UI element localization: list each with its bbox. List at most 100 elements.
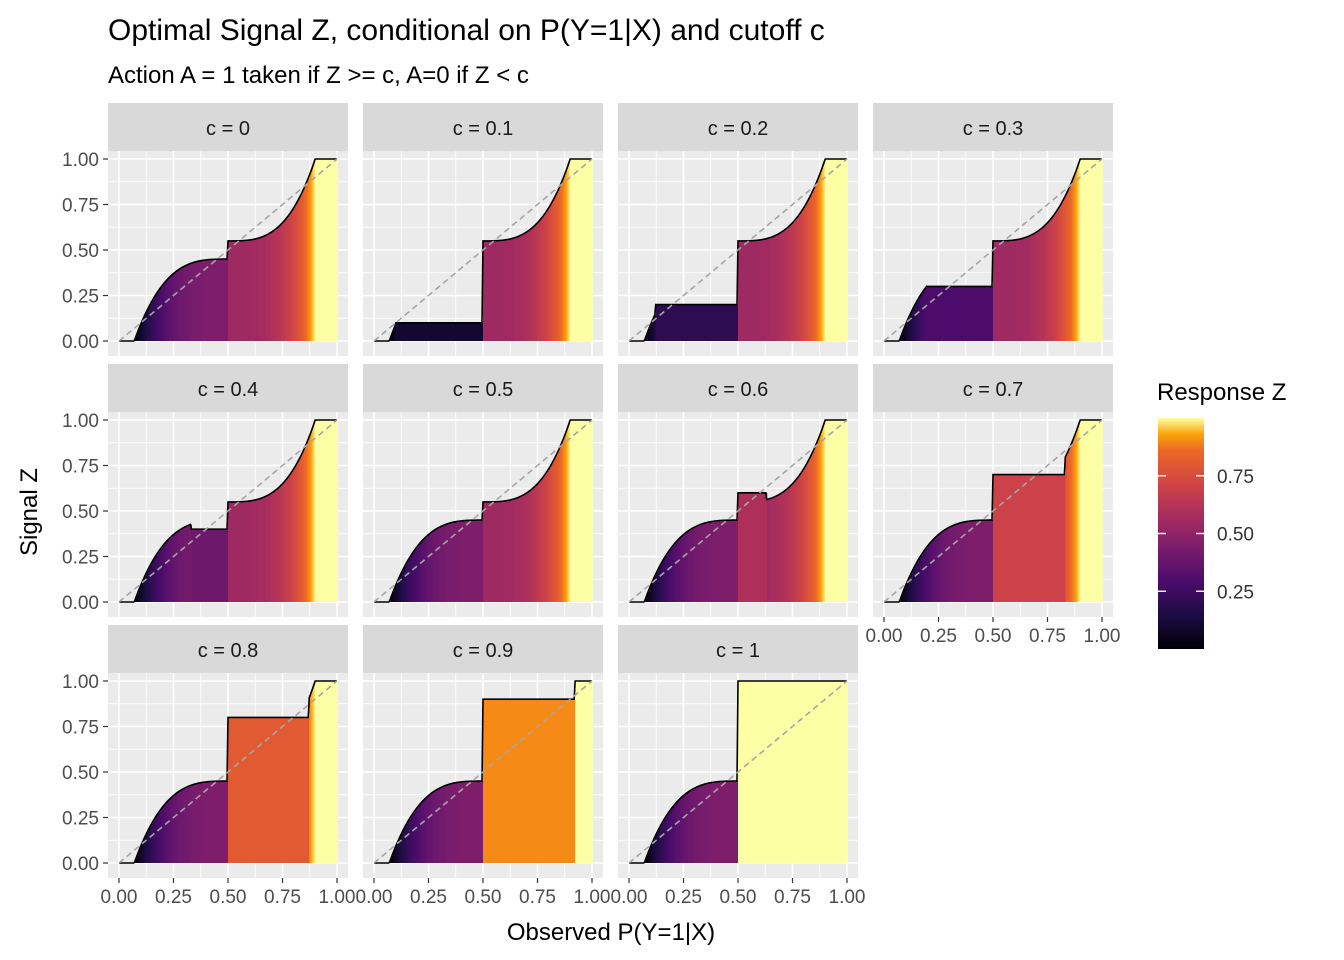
response-fill [1041,474,1044,602]
response-fill [807,681,809,863]
response-fill [582,681,584,863]
response-fill [320,681,322,863]
response-fill [161,808,164,863]
response-fill [215,781,217,863]
response-fill [461,781,463,863]
response-fill [173,795,176,863]
response-fill [511,699,514,863]
response-fill [409,818,412,863]
response-fill [537,483,540,602]
response-fill [134,600,137,602]
response-fill [408,820,411,863]
response-fill [827,681,829,863]
response-fill [752,240,755,341]
response-fill [772,236,775,341]
response-fill [744,492,747,602]
response-fill [327,159,329,341]
response-fill [306,443,308,602]
response-fill [481,322,483,341]
identity-line [118,680,338,864]
response-fill [839,420,841,602]
response-fill [960,522,962,602]
response-fill [1101,159,1103,341]
response-fill [232,501,235,602]
response-fill [486,240,489,341]
response-fill [539,699,542,863]
response-fill [543,476,546,602]
response-fill [580,681,582,863]
response-fill [415,809,418,863]
facet-panel: c = 0.5 [363,364,603,617]
response-fill [790,681,793,863]
response-fill [202,260,204,341]
response-fill [728,304,730,341]
response-fill [718,520,720,602]
response-fill [946,286,949,341]
response-fill [409,322,412,341]
response-fill [517,497,520,602]
response-fill [538,699,541,863]
response-fill [500,240,503,341]
response-fill [419,804,422,863]
response-fill [537,222,540,341]
response-fill [921,293,924,341]
response-fill [1064,474,1066,602]
response-fill [1052,216,1055,341]
response-fill [148,567,151,602]
response-fill [466,322,468,341]
response-fill [165,803,168,863]
response-fill [801,681,804,863]
response-fill [825,681,827,863]
response-fill [756,681,759,863]
response-fill [304,717,306,863]
response-fill [520,496,523,602]
response-fill [475,322,477,341]
response-fill [763,239,766,341]
response-fill [475,520,477,602]
response-fill [175,532,178,602]
response-fill [945,529,948,602]
response-fill [138,850,141,863]
response-fill [165,542,168,602]
response-fill [1099,420,1101,602]
response-fill [425,537,428,602]
response-fill [806,203,808,341]
response-fill [717,781,719,863]
response-fill [845,420,847,602]
response-fill [1021,238,1024,341]
response-fill [1059,474,1061,602]
response-fill [240,717,243,863]
response-fill [945,286,948,341]
response-fill [164,804,167,863]
facet-strip [363,103,603,151]
response-fill [755,240,758,341]
response-fill [1006,474,1009,602]
response-fill [312,428,314,602]
response-fill [718,781,720,863]
response-fill [1087,159,1089,341]
response-fill [745,492,748,602]
facet-strip-label: c = 1 [716,640,760,662]
response-fill [649,326,652,341]
response-fill [441,526,443,602]
response-fill [980,520,982,602]
response-fill [286,479,289,602]
response-fill [1092,420,1094,602]
response-fill [970,286,972,341]
response-fill [946,528,949,602]
response-fill [177,792,180,863]
response-fill [696,526,698,602]
response-fill [658,304,661,341]
response-fill [258,498,261,602]
response-fill [527,492,530,602]
response-fill [959,286,961,341]
response-fill [1079,161,1081,341]
response-fill [652,580,655,602]
response-fill [581,681,583,863]
response-fill [395,846,398,863]
response-fill [309,436,311,602]
response-fill [574,420,576,602]
response-fill [734,781,736,863]
response-fill [1069,187,1071,341]
response-fill [247,240,250,341]
